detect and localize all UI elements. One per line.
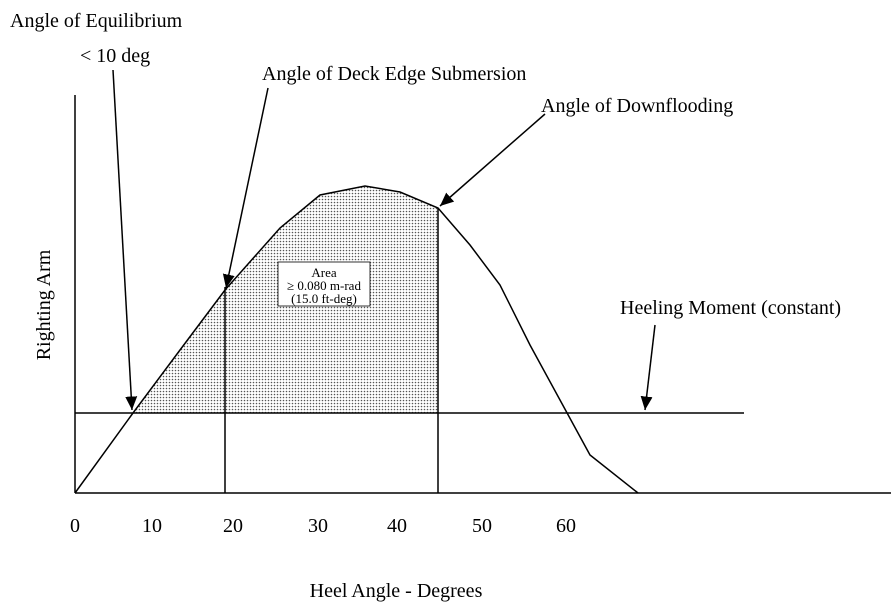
- label: < 10 deg: [80, 45, 150, 67]
- righting-arm-curve: [74, 185, 639, 494]
- x-axis-label: Heel Angle - Degrees: [310, 580, 483, 602]
- label: Angle of Equilibrium: [10, 10, 183, 32]
- area-label: Area: [311, 265, 336, 280]
- x-tick-label: 20: [223, 515, 243, 537]
- x-ticks: 0 10 20 30 40 50 60: [70, 515, 576, 537]
- x-tick-label: 50: [472, 515, 492, 537]
- label: Angle of Deck Edge Submersion: [262, 63, 526, 85]
- arrow: [222, 87, 269, 289]
- label: Heeling Moment (constant): [620, 297, 841, 319]
- area-label: ≥ 0.080 m-rad: [287, 278, 361, 293]
- x-tick-label: 0: [70, 515, 80, 537]
- x-tick-label: 40: [387, 515, 407, 537]
- x-tick-label: 10: [142, 515, 162, 537]
- x-tick-label: 60: [556, 515, 576, 537]
- area-label: (15.0 ft-deg): [291, 291, 357, 306]
- arrow: [112, 69, 138, 411]
- x-tick-label: 30: [308, 515, 328, 537]
- arrow: [439, 113, 546, 207]
- label: Angle of Downflooding: [541, 95, 733, 117]
- arrow: [640, 324, 656, 411]
- y-axis-label: Righting Arm: [33, 249, 55, 360]
- area-box: [277, 261, 371, 307]
